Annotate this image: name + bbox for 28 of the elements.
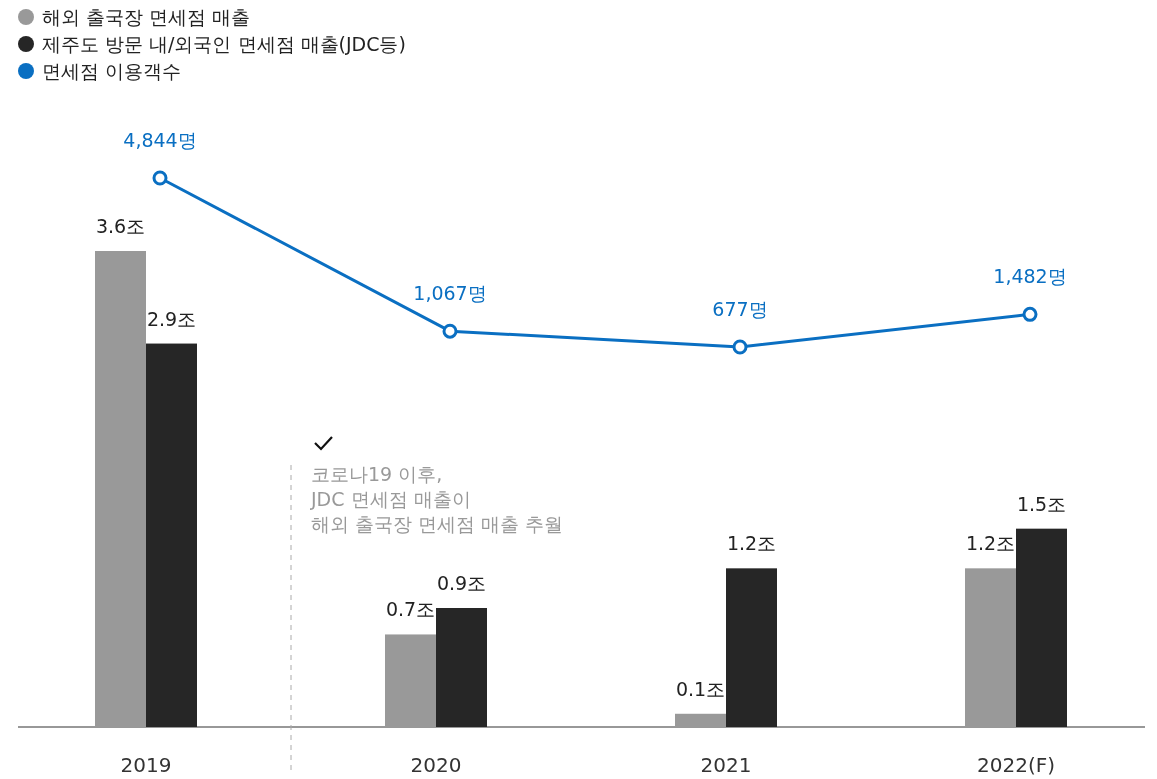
legend-label: 제주도 방문 내/외국인 면세점 매출(JDC등) (42, 33, 406, 55)
bar (965, 568, 1016, 727)
legend-label: 면세점 이용객수 (42, 60, 182, 82)
data-label: 0.1조 (675, 677, 726, 700)
x-tick-label: 2020 (410, 753, 462, 777)
bar (726, 568, 777, 727)
data-label: 1.2조 (726, 532, 777, 555)
bar (385, 634, 436, 727)
data-label: 677명 (712, 298, 768, 320)
data-label: 1,482명 (993, 265, 1067, 288)
x-tick-label: 2019 (120, 753, 172, 777)
data-label: 2.9조 (146, 307, 197, 330)
data-label: 1,067명 (413, 282, 487, 305)
data-label: 4,844명 (123, 129, 197, 151)
x-tick-label: 2021 (700, 753, 752, 777)
x-tick-label: 2022(F) (976, 753, 1056, 777)
data-label: 0.9조 (436, 572, 487, 594)
data-label: 1.5조 (1016, 492, 1067, 515)
data-label: 1.2조 (965, 532, 1016, 555)
bar (675, 713, 726, 727)
bar (95, 251, 146, 727)
bar (1016, 528, 1067, 727)
data-label: 0.7조 (385, 598, 436, 621)
data-label: 3.6조 (95, 215, 146, 237)
legend-label: 해외 출국장 면세점 매출 (42, 6, 251, 28)
bar (436, 608, 487, 727)
annotation: 코로나19 이후, JDC 면세점 매출이 해외 출국장 면세점 매출 추월 (310, 463, 564, 535)
bar (146, 343, 197, 727)
